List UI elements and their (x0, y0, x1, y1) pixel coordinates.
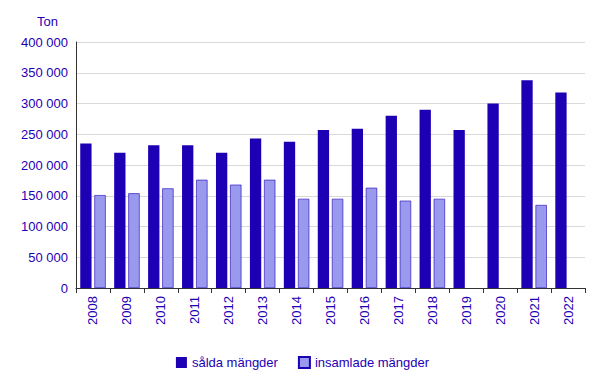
svg-text:50 000: 50 000 (28, 250, 68, 265)
svg-text:2011: 2011 (187, 296, 202, 324)
svg-text:0: 0 (61, 281, 68, 296)
svg-text:2010: 2010 (153, 296, 168, 325)
svg-text:2019: 2019 (459, 296, 474, 325)
svg-text:2022: 2022 (561, 296, 576, 325)
svg-text:sålda mängder: sålda mängder (192, 355, 279, 370)
svg-text:2021: 2021 (527, 296, 542, 325)
svg-text:2020: 2020 (493, 296, 508, 325)
svg-text:2017: 2017 (391, 296, 406, 325)
svg-text:350 000: 350 000 (21, 65, 68, 80)
svg-text:Ton: Ton (37, 14, 58, 29)
svg-text:400 000: 400 000 (21, 35, 68, 50)
svg-text:100 000: 100 000 (21, 219, 68, 234)
svg-text:250 000: 250 000 (21, 127, 68, 142)
svg-text:2009: 2009 (119, 296, 134, 325)
svg-text:200 000: 200 000 (21, 158, 68, 173)
svg-text:300 000: 300 000 (21, 96, 68, 111)
svg-text:150 000: 150 000 (21, 188, 68, 203)
svg-text:2016: 2016 (357, 296, 372, 325)
svg-text:2018: 2018 (425, 296, 440, 325)
svg-text:2012: 2012 (221, 296, 236, 325)
svg-text:insamlade mängder: insamlade mängder (315, 355, 430, 370)
svg-text:2013: 2013 (255, 296, 270, 325)
svg-text:2014: 2014 (289, 296, 304, 325)
svg-text:2015: 2015 (323, 296, 338, 325)
svg-text:2008: 2008 (85, 296, 100, 325)
